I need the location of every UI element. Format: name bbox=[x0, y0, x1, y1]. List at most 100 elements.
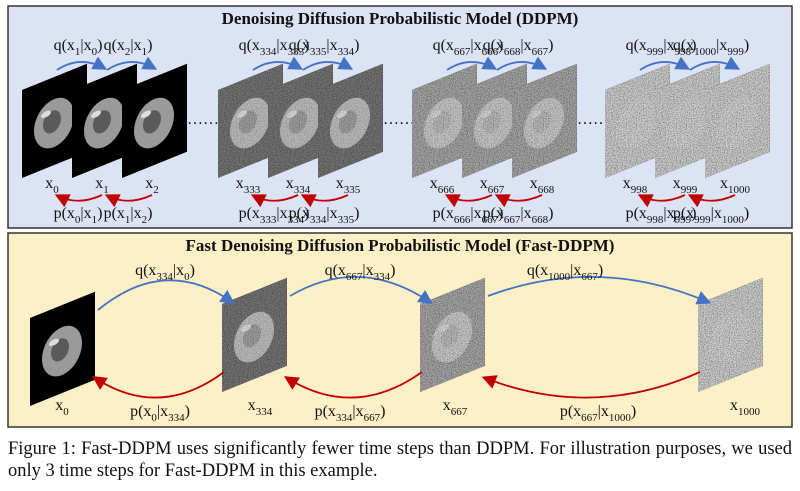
label-part: 1000 bbox=[738, 406, 761, 418]
label-part: |x bbox=[520, 205, 531, 222]
label-part: |x bbox=[276, 37, 287, 54]
forward-arrow bbox=[56, 56, 108, 71]
caption: Figure 1: Fast-DDPM uses significantly f… bbox=[8, 439, 792, 481]
mri-slice bbox=[698, 277, 763, 392]
label-part: 0 bbox=[184, 271, 190, 283]
label-part: ) bbox=[97, 37, 102, 54]
label-part: 998 bbox=[675, 46, 692, 58]
label-part: p(x bbox=[560, 403, 581, 420]
label-part: 1 bbox=[75, 46, 81, 58]
label-part: x bbox=[430, 175, 438, 192]
forward-arrow bbox=[302, 56, 354, 71]
label-part: 334 bbox=[260, 46, 277, 58]
label-part: ) bbox=[744, 205, 749, 222]
label-part: 668 bbox=[532, 214, 549, 226]
reverse-label: p(x333|x334) bbox=[239, 205, 310, 226]
label-part: 0 bbox=[75, 214, 81, 226]
reverse-label: p(x666|x667) bbox=[433, 205, 504, 226]
label-part: ) bbox=[147, 37, 152, 54]
noise bbox=[218, 63, 283, 178]
label-part: q(x bbox=[527, 262, 548, 279]
diagram: Denoising Diffusion Probabilistic Model … bbox=[7, 5, 793, 428]
label-part: x bbox=[236, 175, 244, 192]
label-part: |x bbox=[520, 37, 531, 54]
label-part: x bbox=[336, 175, 344, 192]
forward-label: q(x999|x998) bbox=[626, 37, 697, 58]
label-part: x bbox=[673, 175, 681, 192]
label-part: ) bbox=[498, 205, 503, 222]
label-part: p(x bbox=[626, 205, 647, 222]
brain-highlight bbox=[141, 110, 151, 118]
noise bbox=[512, 63, 577, 178]
reverse-arrow bbox=[91, 371, 225, 399]
label-part: 667 bbox=[581, 412, 598, 424]
node-label: x334 bbox=[248, 397, 273, 418]
label-part: 666 bbox=[438, 184, 455, 196]
label-part: ) bbox=[744, 37, 749, 54]
label-part: 334 bbox=[338, 46, 355, 58]
label-part: ) bbox=[97, 205, 102, 222]
label-part: ) bbox=[598, 262, 603, 279]
ellipsis: …… bbox=[187, 111, 219, 128]
node-label: x0 bbox=[55, 397, 69, 418]
noise bbox=[420, 277, 485, 392]
node-label: x1000 bbox=[730, 397, 761, 418]
label-part: |x bbox=[326, 37, 337, 54]
label-part: p(x bbox=[130, 403, 151, 420]
label-part: ) bbox=[390, 262, 395, 279]
forward-arrow bbox=[252, 56, 304, 71]
label-part: |x bbox=[570, 262, 581, 279]
label-part: |x bbox=[80, 205, 91, 222]
forward-arrow bbox=[487, 276, 712, 305]
reverse-arrow bbox=[104, 194, 153, 208]
label-part: 334 bbox=[168, 412, 185, 424]
label-part: |x bbox=[663, 205, 674, 222]
reverse-label: p(x667|x668) bbox=[483, 205, 554, 226]
node-label: x998 bbox=[623, 175, 648, 196]
figure: Denoising Diffusion Probabilistic Model … bbox=[7, 5, 793, 481]
label-part: 999 bbox=[694, 214, 711, 226]
label-part: |x bbox=[326, 205, 337, 222]
label-part: 667 bbox=[488, 184, 505, 196]
label-part: x bbox=[286, 175, 294, 192]
noise bbox=[655, 63, 720, 178]
reverse-label: p(x998|x999) bbox=[626, 205, 697, 226]
label-part: 335 bbox=[310, 46, 327, 58]
forward-label: q(x667|x666) bbox=[433, 37, 504, 58]
label-part: x bbox=[530, 175, 538, 192]
label-part: |x bbox=[362, 262, 373, 279]
fast-ddpm-panel bbox=[7, 232, 793, 428]
label-part: 1 bbox=[103, 184, 109, 196]
noise bbox=[705, 63, 770, 178]
label-part: x bbox=[730, 397, 738, 414]
label-part: q(x bbox=[239, 37, 260, 54]
label-part: |x bbox=[470, 37, 481, 54]
label-part: x bbox=[45, 175, 53, 192]
noise bbox=[222, 277, 287, 392]
mri-slice bbox=[30, 291, 95, 406]
reverse-arrow bbox=[687, 194, 736, 208]
reverse-label: p(x0|x1) bbox=[54, 205, 103, 226]
forward-label: q(x334|x333) bbox=[239, 37, 310, 58]
reverse-arrow bbox=[637, 194, 686, 208]
node-label: x333 bbox=[236, 175, 261, 196]
fast-ddpm-title: Fast Denoising Diffusion Probabilistic M… bbox=[186, 236, 615, 255]
label-part: 667 bbox=[346, 271, 363, 283]
label-part: |x bbox=[598, 403, 609, 420]
forward-label: q(x667|x334) bbox=[325, 262, 396, 283]
mri-slice bbox=[462, 63, 527, 178]
label-part: 1000 bbox=[609, 412, 632, 424]
reverse-arrow bbox=[283, 371, 423, 399]
label-part: |x bbox=[157, 403, 168, 420]
label-part: q(x bbox=[673, 37, 694, 54]
node-label: x0 bbox=[45, 175, 59, 196]
label-part: q(x bbox=[104, 37, 125, 54]
label-part: ) bbox=[147, 205, 152, 222]
node-label: x999 bbox=[673, 175, 698, 196]
noise bbox=[412, 63, 477, 178]
label-part: 334 bbox=[156, 271, 173, 283]
brain-highlight bbox=[91, 110, 101, 118]
forward-arrow bbox=[446, 56, 498, 71]
label-part: ) bbox=[185, 403, 190, 420]
label-part: 999 bbox=[675, 214, 692, 226]
